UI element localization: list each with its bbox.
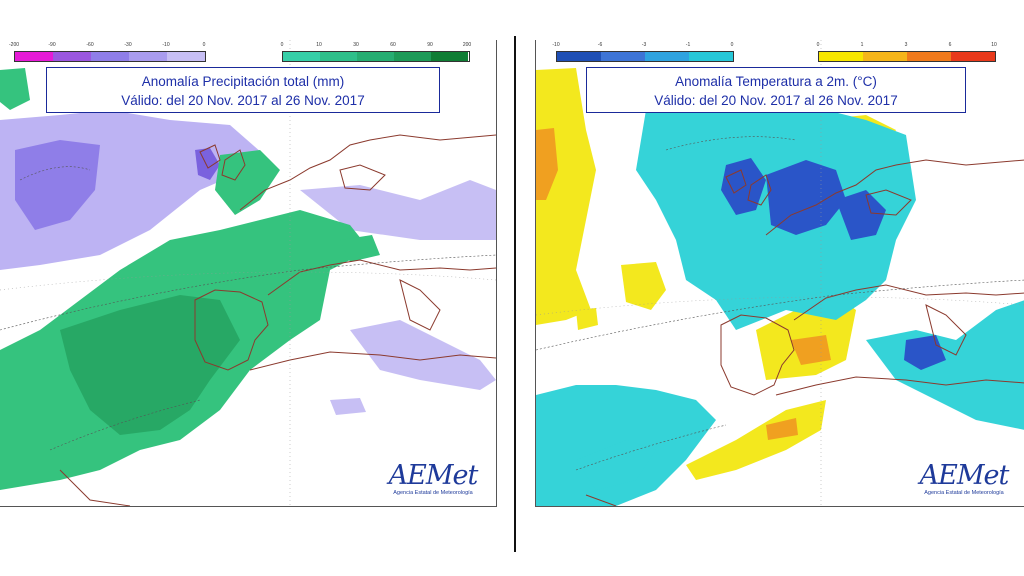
legend-tick: 0 — [202, 42, 206, 48]
precip-title-line1: Anomalía Precipitación total (mm) — [141, 74, 345, 89]
temp-legend-negative-bar — [556, 51, 734, 62]
temperature-map-canvas — [536, 40, 1024, 506]
dry-anomaly-area-strong — [15, 140, 100, 230]
graticule — [536, 40, 1024, 506]
precip-legend-positive: 0 10 30 60 90 200 — [280, 40, 478, 66]
legend-swatch — [15, 52, 53, 61]
aemet-logo: AEMet Agencia Estatal de Meteorología — [909, 460, 1019, 497]
precip-title-line2: Válido: del 20 Nov. 2017 al 26 Nov. 2017 — [121, 93, 365, 108]
legend-swatch — [129, 52, 167, 61]
legend-tick: 60 — [390, 42, 396, 48]
legend-tick: -3 — [641, 42, 647, 48]
legend-swatch — [283, 52, 320, 61]
temp-legend-positive-bar — [818, 51, 996, 62]
coastlines — [585, 159, 1024, 506]
legend-tick: 0 — [816, 42, 820, 48]
temp-title-line2: Válido: del 20 Nov. 2017 al 26 Nov. 2017 — [654, 93, 898, 108]
legend-tick: 30 — [353, 42, 359, 48]
wet-anomaly-area-north — [215, 150, 280, 215]
cold-anomaly-area-east — [866, 300, 1024, 430]
dry-anomaly-area-small — [330, 398, 366, 415]
graticule — [0, 40, 496, 506]
wet-anomaly-area-nw — [0, 68, 30, 110]
warm-anomaly-area-strong — [536, 128, 558, 200]
cold-anomaly-area-strong — [836, 190, 886, 240]
legend-tick: -200 — [8, 42, 20, 48]
panel-divider — [514, 36, 516, 552]
legend-tick: -1 — [685, 42, 691, 48]
legend-swatch — [320, 52, 357, 61]
aemet-logo-wordmark: AEMet — [388, 460, 479, 491]
legend-swatch — [557, 52, 601, 61]
legend-tick: -10 — [162, 42, 170, 48]
legend-swatch — [907, 52, 951, 61]
legend-tick: 6 — [948, 42, 952, 48]
legend-tick: 10 — [316, 42, 322, 48]
legend-swatch — [951, 52, 995, 61]
cold-anomaly-area-strong — [766, 160, 846, 235]
legend-swatch — [431, 52, 468, 61]
warm-anomaly-area-africa-strong — [766, 418, 798, 440]
precip-legend-positive-bar — [282, 51, 470, 62]
temperature-anomaly-map: -10 -6 -3 -1 0 0 1 3 6 10 Anomalía Te — [535, 40, 1024, 507]
precip-map-title: Anomalía Precipitación total (mm) Válido… — [46, 67, 440, 113]
coastlines — [59, 134, 496, 506]
warm-anomaly-area-sw — [576, 308, 598, 330]
legend-tick: 0 — [730, 42, 734, 48]
precipitation-map-canvas — [0, 40, 496, 506]
cold-anomaly-area-tail — [576, 440, 656, 490]
aemet-logo-subtitle: Agencia Estatal de Meteorología — [924, 490, 1004, 496]
dry-anomaly-area-strong — [195, 148, 220, 180]
legend-tick: -6 — [597, 42, 603, 48]
temp-legend-negative: -10 -6 -3 -1 0 — [552, 40, 736, 66]
dry-anomaly-area-se — [350, 320, 496, 390]
legend-swatch — [394, 52, 431, 61]
aemet-logo: AEMet Agencia Estatal de Meteorología — [378, 460, 488, 497]
legend-tick: 3 — [904, 42, 908, 48]
legend-tick: -10 — [552, 42, 560, 48]
wet-anomaly-area-small — [340, 235, 380, 262]
aemet-logo-subtitle: Agencia Estatal de Meteorología — [393, 490, 473, 496]
legend-swatch — [819, 52, 863, 61]
precip-legend-negative-bar — [14, 51, 206, 62]
legend-swatch — [91, 52, 129, 61]
precip-legend-negative: -200 -90 -60 -30 -10 0 — [9, 40, 210, 66]
dashed-contours — [0, 166, 496, 451]
aemet-logo-wordmark: AEMet — [919, 460, 1010, 491]
legend-swatch — [645, 52, 689, 61]
legend-swatch — [167, 52, 205, 61]
temp-title-line1: Anomalía Temperatura a 2m. (°C) — [675, 74, 877, 89]
temp-legend-positive: 0 1 3 6 10 — [816, 40, 998, 66]
legend-swatch — [53, 52, 91, 61]
legend-tick: 10 — [991, 42, 997, 48]
legend-tick: -60 — [86, 42, 94, 48]
legend-tick: -30 — [124, 42, 132, 48]
legend-swatch — [689, 52, 733, 61]
legend-tick: 90 — [427, 42, 433, 48]
legend-swatch — [863, 52, 907, 61]
legend-tick: 0 — [280, 42, 284, 48]
legend-swatch — [357, 52, 394, 61]
warm-anomaly-area-iberia-strong — [791, 335, 831, 365]
legend-tick: 200 — [462, 42, 472, 48]
legend-tick: 1 — [860, 42, 864, 48]
precipitation-anomaly-map: -200 -90 -60 -30 -10 0 0 10 30 60 90 200 — [0, 40, 497, 507]
warm-anomaly-area-mid — [621, 262, 666, 310]
legend-tick: -90 — [48, 42, 56, 48]
temp-map-title: Anomalía Temperatura a 2m. (°C) Válido: … — [586, 67, 966, 113]
legend-swatch — [601, 52, 645, 61]
